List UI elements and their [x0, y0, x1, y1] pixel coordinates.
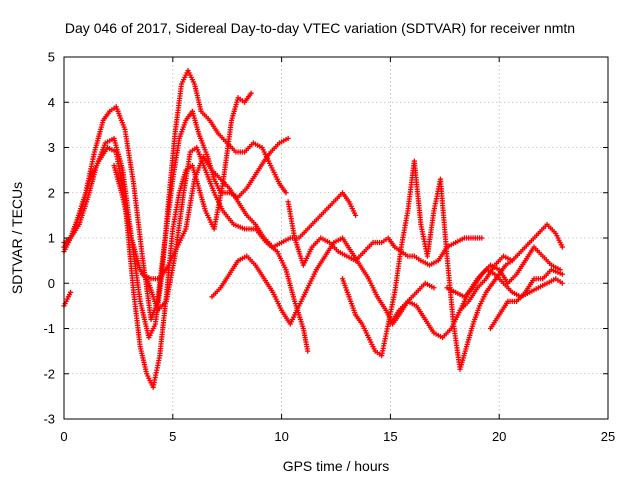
- y-tick-label: -1: [43, 321, 55, 336]
- x-tick-label: 10: [274, 429, 288, 444]
- series-track-l: [457, 221, 565, 313]
- series-track-k: [444, 244, 563, 300]
- data-point: [67, 289, 74, 295]
- plot-frame: [63, 56, 609, 420]
- data-point: [559, 244, 565, 250]
- series-track-m: [487, 267, 565, 332]
- chart-title: Day 046 of 2017, Sidereal Day-to-day VTE…: [65, 20, 575, 36]
- data-point: [559, 280, 565, 286]
- x-tick-label: 25: [601, 429, 615, 444]
- x-axis-label: GPS time / hours: [283, 458, 390, 474]
- y-tick-label: 1: [48, 231, 55, 246]
- data-point: [285, 135, 291, 142]
- data-point: [559, 271, 565, 277]
- y-tick-label: 0: [48, 276, 55, 291]
- data-point: [352, 212, 359, 218]
- data-point: [431, 285, 437, 291]
- axes: 0 5 10 15 20 25 -3 -2 -1 0 1 2 3 4 5: [43, 50, 615, 445]
- series-track-c: [61, 90, 254, 390]
- data-points: [61, 67, 565, 390]
- series-track-i: [339, 158, 515, 372]
- series-track-h: [285, 199, 485, 268]
- y-tick-label: 2: [48, 185, 55, 200]
- y-tick-label: -2: [43, 366, 55, 381]
- x-tick-label: 0: [60, 429, 67, 444]
- data-point: [479, 235, 485, 241]
- y-tick-label: 4: [48, 95, 55, 110]
- x-tick-label: 15: [383, 429, 397, 444]
- series-track-f: [61, 289, 74, 309]
- y-axis-label: SDTVAR / TECUs: [9, 182, 25, 294]
- data-point: [248, 90, 254, 96]
- y-tick-label: -3: [43, 412, 55, 427]
- x-tick-label: 5: [169, 429, 176, 444]
- data-point: [305, 348, 311, 354]
- y-tick-label: 3: [48, 140, 55, 155]
- data-point: [283, 190, 289, 196]
- series-track-b: [61, 67, 289, 341]
- x-tick-label: 20: [492, 429, 506, 444]
- series-track-e: [139, 153, 359, 282]
- y-tick-label: 5: [48, 50, 55, 65]
